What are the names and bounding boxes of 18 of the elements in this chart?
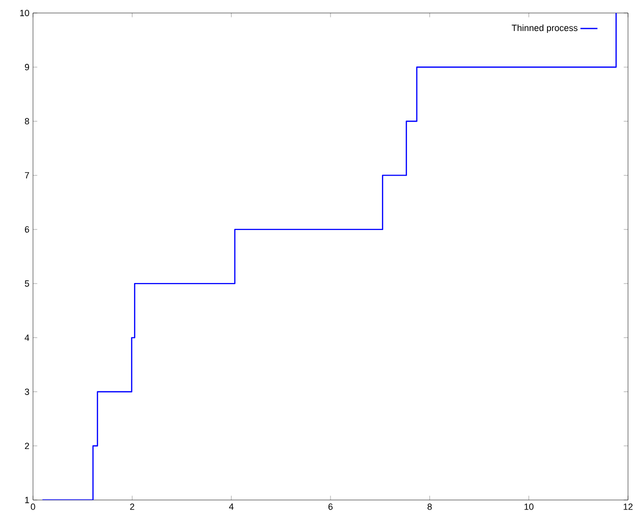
legend-label: Thinned process xyxy=(512,24,578,33)
y-tick-label: 8 xyxy=(24,118,30,124)
y-tick-label: 4 xyxy=(24,334,30,341)
x-tick-label: 0 xyxy=(30,504,36,510)
y-tick-label: 5 xyxy=(24,280,30,287)
y-tick-label: 2 xyxy=(24,442,30,450)
x-tick-label: 2 xyxy=(130,504,134,510)
y-tick-label: 9 xyxy=(24,64,30,70)
y-tick-label: 3 xyxy=(24,388,30,395)
x-tick-label: 8 xyxy=(428,504,432,510)
x-tick-label: 6 xyxy=(328,504,333,510)
x-tick-label: 12 xyxy=(624,504,633,510)
y-tick-label: 6 xyxy=(24,226,30,233)
x-tick-label: 10 xyxy=(524,504,534,510)
y-tick-label: 10 xyxy=(20,10,30,16)
x-tick-label: 4 xyxy=(229,504,234,510)
y-tick-label: 1 xyxy=(25,496,30,504)
y-tick-label: 7 xyxy=(24,172,30,178)
